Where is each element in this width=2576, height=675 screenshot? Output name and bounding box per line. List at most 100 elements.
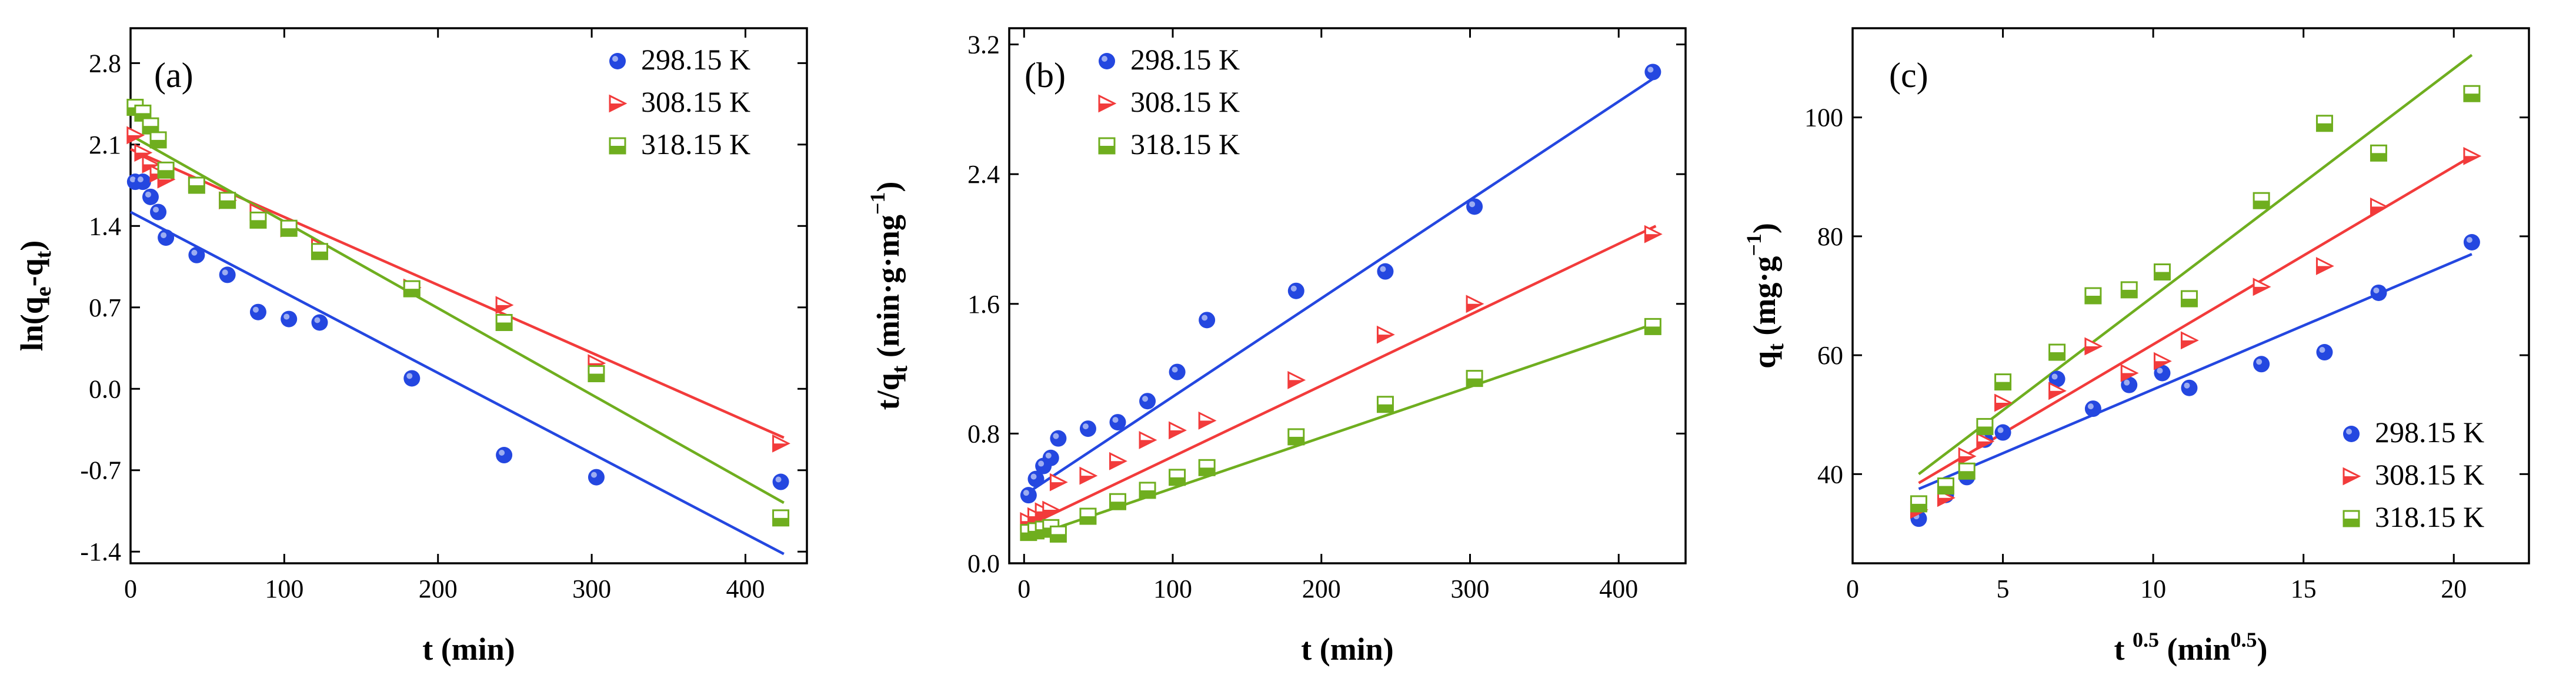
legend-label: 318.15 K	[1130, 128, 1240, 161]
data-point	[2370, 197, 2388, 216]
data-point-half	[1288, 436, 1304, 445]
data-point-highlight	[1202, 315, 1208, 321]
legend-marker-highlight	[612, 56, 618, 62]
data-point-half	[1959, 471, 1975, 479]
data-point	[158, 229, 175, 246]
data-point	[1376, 396, 1394, 413]
legend-marker-half	[610, 146, 625, 153]
data-point	[1644, 225, 1663, 243]
data-point-disc	[1109, 414, 1126, 431]
x-tick-label: 10	[2140, 574, 2166, 603]
data-point-half	[2371, 206, 2387, 215]
data-point	[2315, 257, 2334, 275]
series-2	[1910, 85, 2481, 513]
data-point	[2180, 331, 2199, 350]
legend-marker-half	[2344, 519, 2359, 526]
data-point-half	[1977, 441, 1993, 449]
data-point	[311, 243, 328, 260]
legend-label: 308.15 K	[1130, 85, 1240, 118]
data-point	[1109, 493, 1127, 510]
data-point-half	[1995, 403, 2011, 410]
x-tick-label: 400	[1599, 574, 1638, 603]
data-point-disc	[1020, 487, 1037, 504]
data-point	[281, 310, 298, 328]
data-point	[1139, 430, 1157, 449]
data-point-disc	[2253, 356, 2270, 373]
data-point	[1198, 411, 1217, 430]
data-point-disc	[134, 173, 151, 191]
data-point-half	[1911, 503, 1927, 512]
data-point-highlight	[775, 476, 782, 483]
data-point-half	[281, 228, 297, 236]
legend: 298.15 K 308.15 K 318.15 K	[2343, 416, 2484, 533]
data-point-highlight	[2256, 359, 2263, 365]
fit-line-2	[129, 134, 785, 504]
data-point	[126, 126, 145, 145]
data-point-half	[312, 251, 328, 259]
series-0	[1020, 64, 1661, 504]
data-point-highlight	[1142, 396, 1149, 402]
data-point	[1079, 420, 1096, 437]
y-tick-label: 60	[1817, 341, 1843, 370]
data-point-highlight	[1172, 366, 1178, 373]
data-point-disc	[588, 469, 605, 486]
data-point	[2048, 343, 2066, 361]
data-point	[2180, 290, 2198, 308]
legend-marker	[2343, 467, 2361, 486]
data-point	[149, 131, 167, 149]
y-axis-title: t/qt (min·g·mg−1)	[866, 182, 912, 410]
data-point-highlight	[129, 176, 136, 183]
data-point-highlight	[2319, 347, 2325, 353]
data-point-highlight	[153, 206, 159, 213]
y-tick-label: 100	[1804, 103, 1843, 132]
y-tick-label: 0.7	[89, 293, 121, 322]
legend-label: 298.15 K	[1130, 43, 1240, 76]
data-point	[772, 473, 789, 490]
plot-frame	[129, 27, 808, 564]
y-tick-label: 2.1	[89, 131, 121, 159]
data-point-disc	[311, 314, 328, 331]
data-point-half	[1977, 426, 1993, 435]
data-point-highlight	[1112, 417, 1119, 423]
x-axis-title: t 0.5 (min0.5)	[2114, 628, 2268, 667]
fit-line-0	[129, 210, 785, 556]
data-point	[2153, 352, 2172, 370]
data-point	[157, 161, 175, 179]
data-point-disc	[1079, 420, 1096, 437]
data-point-half	[2154, 361, 2170, 369]
legend-marker	[1099, 53, 1115, 69]
data-point	[2084, 287, 2102, 305]
series-2	[1020, 318, 1661, 543]
data-point	[1079, 466, 1098, 485]
data-point	[188, 246, 205, 263]
data-point-half	[404, 289, 420, 297]
data-point	[2463, 146, 2482, 165]
data-point	[2253, 192, 2270, 209]
data-point-half	[2181, 340, 2197, 348]
data-point	[588, 365, 605, 383]
data-point	[1994, 373, 2012, 391]
data-point-highlight	[1380, 266, 1386, 272]
data-point	[1199, 312, 1216, 329]
data-point	[1287, 282, 1304, 299]
data-point-half	[2085, 296, 2101, 303]
data-point-half	[1110, 461, 1126, 469]
data-point	[2181, 379, 2198, 396]
legend-marker-half	[610, 103, 625, 111]
data-point	[1466, 370, 1483, 387]
data-point	[495, 296, 514, 315]
data-point-disc	[249, 303, 266, 320]
data-point-disc	[1377, 263, 1394, 280]
y-axis-title: ln(qe-qt)	[14, 240, 56, 352]
panel-label: (c)	[1889, 56, 1928, 95]
y-axis-title: qt (mg·g−1)	[1742, 223, 1788, 369]
x-tick-label: 200	[419, 574, 458, 603]
data-point	[1079, 507, 1097, 525]
data-point-disc	[772, 473, 789, 490]
data-point-highlight	[2184, 382, 2190, 389]
data-point-half	[2254, 286, 2270, 295]
data-point-half	[1938, 497, 1954, 506]
data-point-highlight	[161, 232, 167, 239]
data-point	[142, 117, 159, 135]
